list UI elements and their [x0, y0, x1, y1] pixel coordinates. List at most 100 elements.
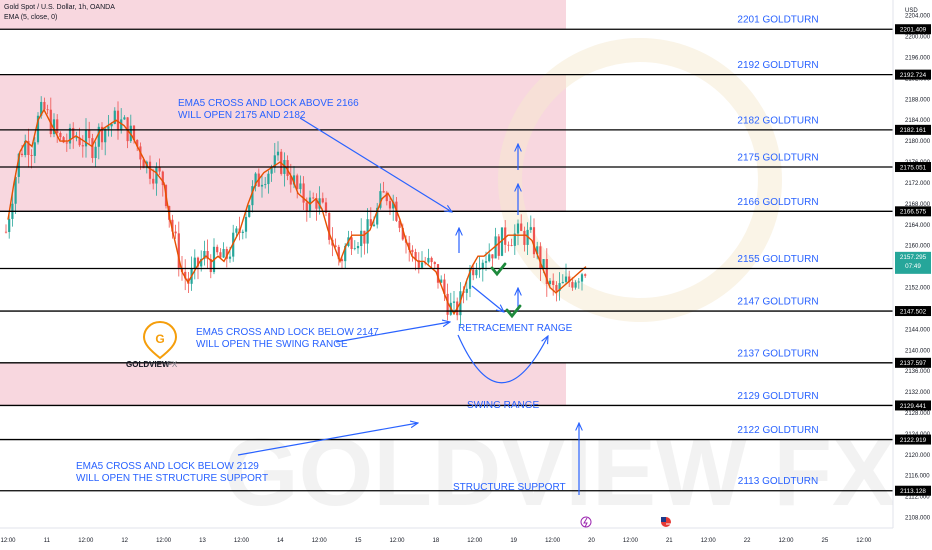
current-price-value: 2157.295: [900, 254, 927, 261]
price-tick: 2108.000: [905, 516, 931, 522]
swing-curve: [457, 334, 548, 384]
time-tick: 14: [277, 538, 284, 544]
candle: [411, 245, 414, 262]
candle: [427, 248, 430, 266]
time-tick: 12:00: [234, 538, 250, 544]
time-tick: 12:00: [78, 538, 94, 544]
candle: [337, 244, 340, 266]
price-tick: 2168.000: [905, 202, 931, 208]
check-icon: [505, 304, 522, 319]
candle: [510, 238, 513, 247]
level-tag: [895, 400, 931, 411]
time-tick: 18: [433, 538, 440, 544]
candle: [116, 101, 120, 140]
price-tick: 2152.000: [905, 286, 931, 292]
candle: [571, 277, 574, 291]
candle: [392, 194, 395, 221]
time-tick: 12:00: [312, 538, 328, 544]
price-tick: 2196.000: [905, 56, 931, 62]
level-tag-value: 2192.724: [900, 72, 927, 79]
candle: [251, 180, 254, 213]
time-tick: 12:00: [856, 538, 872, 544]
candle: [545, 248, 548, 297]
candle: [568, 270, 571, 287]
candle: [62, 135, 65, 144]
time-tick: 22: [744, 538, 751, 544]
candle: [65, 133, 68, 152]
candle: [267, 170, 270, 194]
candle: [478, 256, 481, 278]
candle: [321, 192, 324, 204]
candle: [148, 155, 152, 185]
structure-label: STRUCTURE SUPPORT: [453, 482, 566, 493]
candle: [276, 141, 280, 161]
indicator-label[interactable]: EMA (5, close, 0): [4, 14, 58, 21]
candle: [564, 263, 568, 284]
candle: [379, 183, 382, 210]
price-tick: 2172.000: [905, 181, 931, 187]
time-tick: 13: [199, 538, 206, 544]
level-tag: [895, 306, 931, 317]
time-tick: 12:00: [778, 538, 794, 544]
price-tick: 2160.000: [905, 244, 931, 250]
candle: [328, 212, 331, 245]
candle: [472, 263, 475, 281]
level-label: 2192 GOLDTURN: [737, 60, 818, 71]
axis-currency: USD: [905, 8, 918, 14]
logo-text: GOLDVIEW: [126, 360, 170, 369]
candle: [500, 227, 504, 257]
candle: [100, 122, 104, 150]
candle: [369, 207, 372, 227]
candle: [555, 281, 558, 302]
price-tick: 2184.000: [905, 118, 931, 124]
time-tick: 12: [121, 538, 128, 544]
level-label: 2175 GOLDTURN: [737, 153, 818, 164]
time-tick: 12:00: [701, 538, 717, 544]
svg-text:G: G: [155, 332, 164, 346]
candle: [72, 122, 75, 149]
price-tick: 2200.000: [905, 35, 931, 41]
price-tick: 2112.000: [905, 495, 930, 501]
price-tick: 2132.000: [905, 390, 931, 396]
flash-event-icon[interactable]: [580, 516, 592, 528]
candle: [504, 220, 507, 253]
time-tick: 15: [355, 538, 362, 544]
symbol-title[interactable]: Gold Spot / U.S. Dollar, 1h, OANDA: [4, 4, 115, 11]
price-tick: 2164.000: [905, 223, 931, 229]
candle: [14, 173, 17, 214]
candle: [52, 113, 56, 138]
note3-line2: WILL OPEN THE STRUCTURE SUPPORT: [76, 473, 268, 484]
candle: [289, 163, 292, 193]
level-tag-value: 2113.128: [900, 488, 926, 495]
candle: [513, 224, 516, 255]
candle: [529, 215, 532, 233]
price-tick: 2140.000: [905, 348, 931, 354]
note2-line1: EMA5 CROSS AND LOCK BELOW 2147: [196, 327, 379, 338]
candle: [580, 272, 584, 291]
candle: [577, 277, 580, 289]
price-tick: 2128.000: [905, 411, 931, 417]
level-tag: [895, 357, 931, 368]
candle: [216, 244, 219, 255]
goldview-logo: G GOLDVIEW FX: [126, 320, 178, 369]
price-tick: 2116.000: [905, 474, 930, 480]
countdown: 07:49: [905, 263, 921, 270]
level-tag: [895, 69, 931, 80]
level-tag: [895, 124, 931, 135]
level-label: 2113 GOLDTURN: [738, 476, 818, 487]
time-tick: 11: [44, 538, 51, 544]
candle: [296, 173, 299, 199]
candle: [235, 226, 238, 238]
candle: [254, 172, 257, 192]
candle: [152, 168, 155, 190]
time-ticks: 12:00 11 12:00 12 12:00 13 12:00 14 12:00 15 12:00…: [0, 538, 871, 544]
time-axis: [0, 528, 893, 550]
candle: [177, 221, 180, 277]
note1-line1: EMA5 CROSS AND LOCK ABOVE 2166: [178, 98, 359, 109]
time-tick: 12:00: [156, 538, 172, 544]
candle: [59, 131, 62, 141]
candle: [488, 243, 491, 263]
candle: [523, 226, 526, 252]
arrow-note1: [299, 117, 452, 212]
level-label: 2137 GOLDTURN: [737, 348, 818, 359]
